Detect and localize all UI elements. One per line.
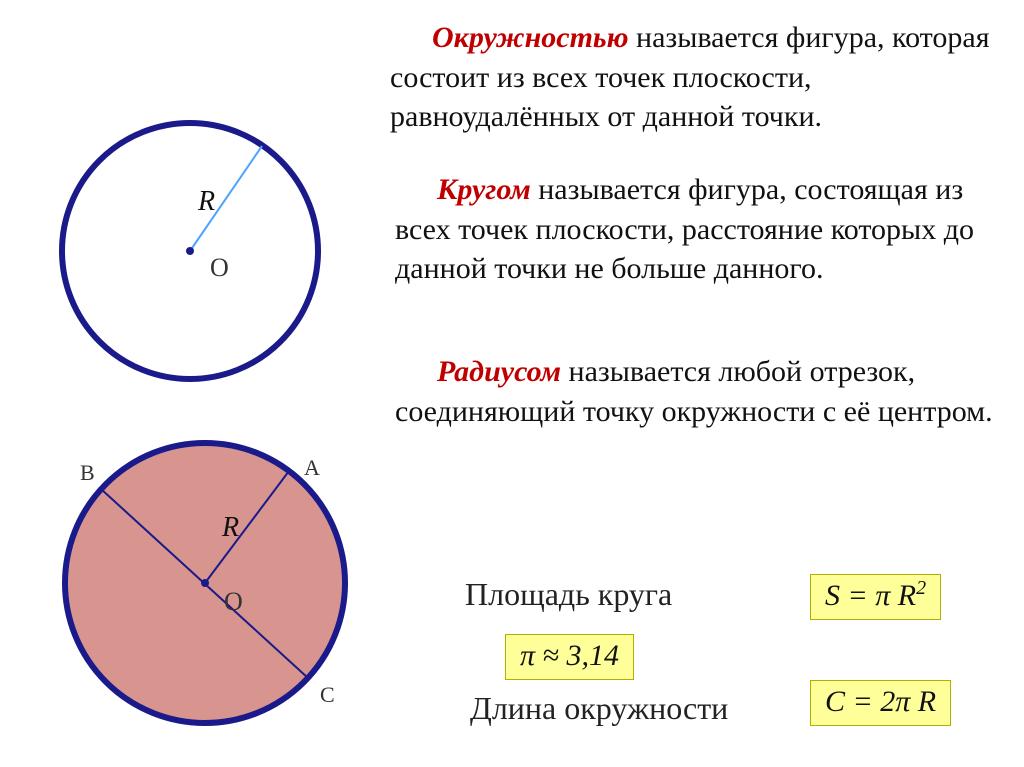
disk-center-label: O [224, 587, 243, 616]
disk-radius-label: R [221, 512, 239, 543]
point-label-C: C [320, 682, 335, 707]
definition-disk: Кругом называется фигура, состоящая из в… [395, 170, 1005, 289]
area-label: Площадь круга [465, 576, 672, 613]
disk-center-dot [201, 579, 209, 587]
circumference-formula: C = 2π R [810, 680, 951, 726]
pi-formula: π ≈ 3,14 [505, 634, 634, 680]
pi-formula-box: π ≈ 3,14 [505, 634, 634, 680]
circumference-label: Длина окружности [470, 690, 728, 727]
definition-radius: Радиусом называется любой отрезок, соеди… [395, 352, 1010, 431]
point-label-B: B [80, 460, 95, 485]
circumference-formula-box: C = 2π R [810, 680, 951, 726]
area-formula: S = π R2 [810, 574, 941, 620]
center-dot [186, 247, 194, 255]
center-label: O [210, 253, 229, 282]
radius-label: R [197, 186, 215, 217]
area-formula-box: S = π R2 [810, 574, 941, 620]
area-formula-sup: 2 [916, 577, 926, 599]
definition-circle: Окружностью называется фигура, которая с… [390, 18, 1000, 137]
point-label-A: A [304, 455, 320, 480]
term-radius: Радиусом [437, 355, 561, 388]
term-circle: Окружностью [432, 21, 629, 54]
term-disk: Кругом [437, 173, 531, 206]
area-formula-pre: S = π R [825, 579, 916, 612]
